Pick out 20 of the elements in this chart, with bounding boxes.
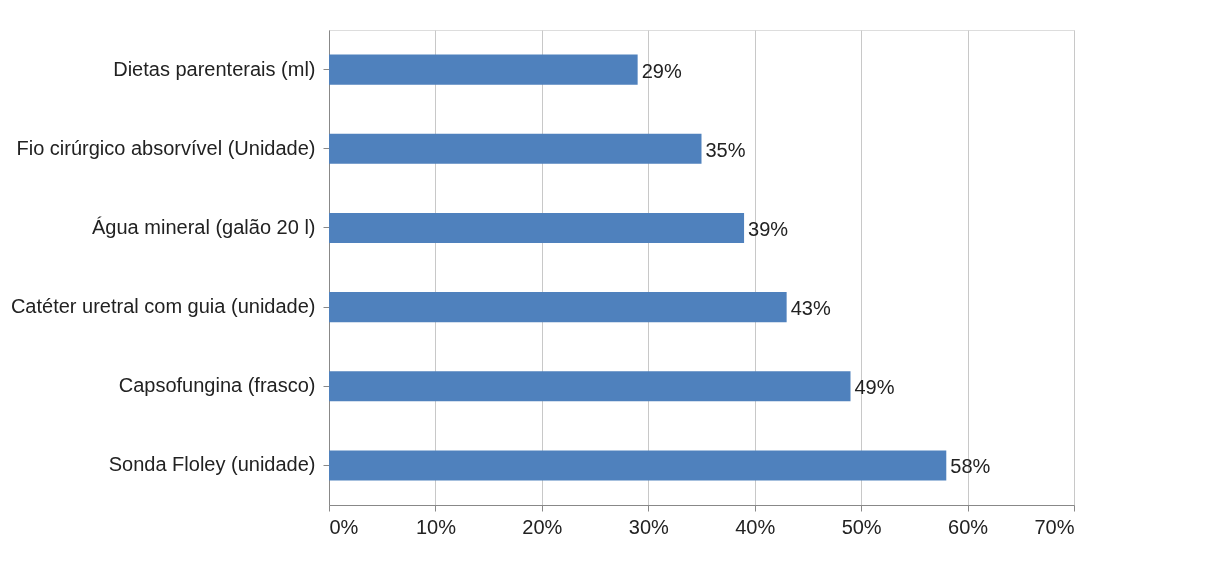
y-tick-label: Água mineral (galão 20 l) <box>92 215 316 238</box>
x-tick-label: 40% <box>735 515 776 538</box>
x-tick-label: 30% <box>628 515 670 538</box>
y-tick-label: Dietas parenterais (ml) <box>113 57 316 80</box>
x-tick-label: 20% <box>522 515 563 538</box>
data-label: 43% <box>790 297 831 320</box>
x-tick-label: 70% <box>1034 515 1075 538</box>
data-label: 39% <box>748 217 789 240</box>
y-tick-label: Sonda Floley (unidade) <box>108 453 316 476</box>
data-label: 49% <box>854 376 895 399</box>
data-label: 35% <box>705 138 746 161</box>
y-tick-label: Fio cirúrgico absorvível (Unidade) <box>16 136 316 159</box>
x-tick-label: 10% <box>415 515 457 538</box>
data-label: 29% <box>641 59 682 82</box>
data-label: 58% <box>950 455 991 478</box>
x-tick-label: 50% <box>841 515 882 538</box>
y-tick-label: Catéter uretral com guia (unidade) <box>10 295 316 318</box>
x-tick-label: 60% <box>948 515 989 538</box>
y-tick-label: Capsofungina (frasco) <box>118 374 316 397</box>
x-tick-label: 0% <box>329 515 359 538</box>
